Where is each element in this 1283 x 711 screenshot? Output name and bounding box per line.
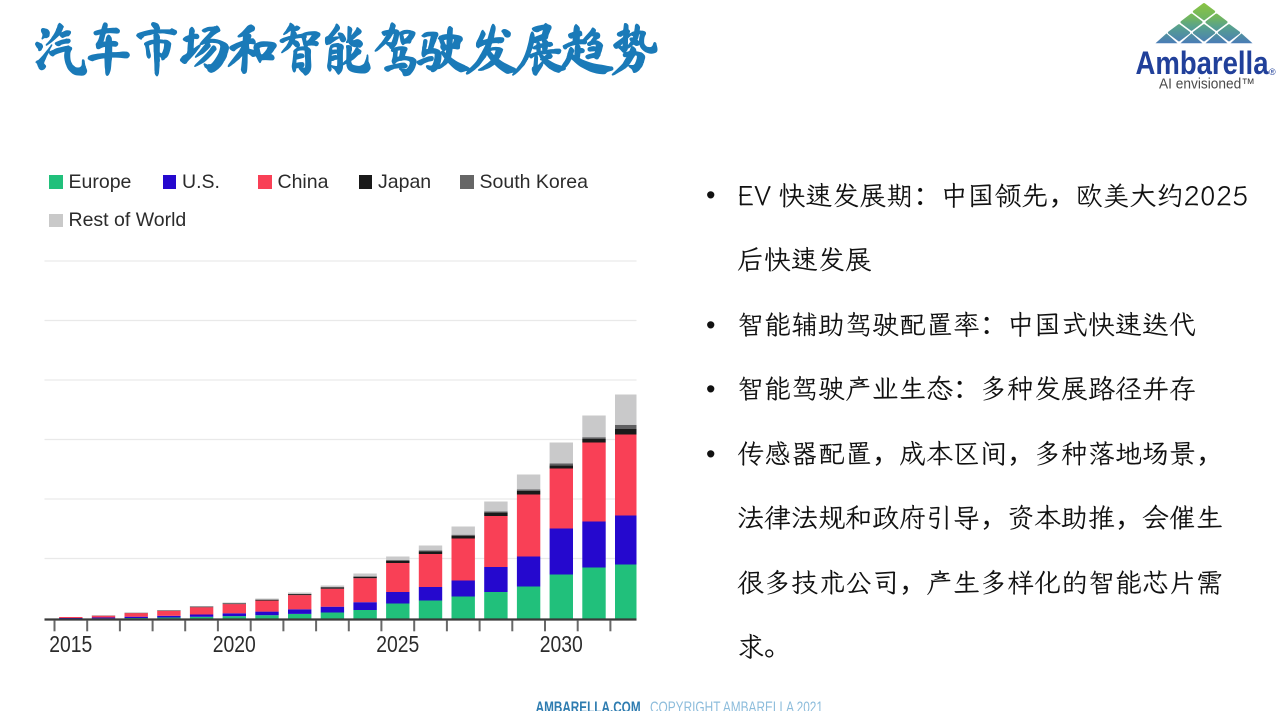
- svg-text:2020: 2020: [213, 631, 256, 657]
- svg-text:2025: 2025: [376, 631, 419, 657]
- svg-text:Ambarella: Ambarella: [1136, 45, 1269, 81]
- svg-text:AI envisioned™: AI envisioned™: [1159, 77, 1255, 93]
- svg-text:2030: 2030: [540, 631, 583, 657]
- svg-text:COPYRIGHT AMBARELLA 2021: COPYRIGHT AMBARELLA 2021: [650, 700, 823, 711]
- svg-text:2015: 2015: [49, 631, 92, 657]
- svg-text:AMBARELLA.COM: AMBARELLA.COM: [536, 700, 641, 711]
- svg-text:®: ®: [1269, 67, 1276, 77]
